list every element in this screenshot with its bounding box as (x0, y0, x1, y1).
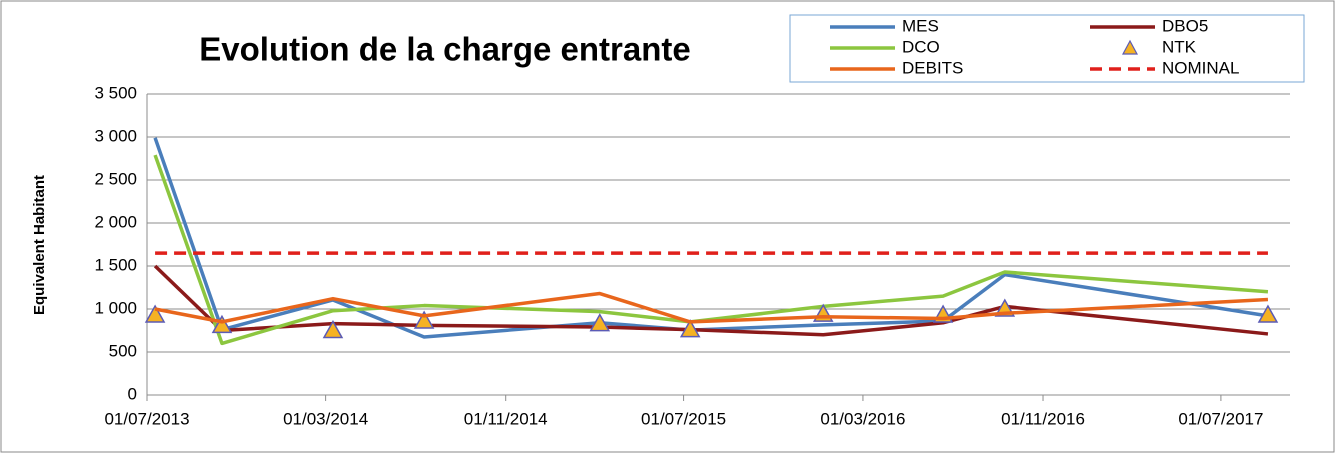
triangle-marker (211, 314, 233, 334)
line-series (153, 154, 1269, 346)
chart-title: Evolution de la charge entrante (199, 31, 690, 68)
legend-label: DCO (902, 37, 940, 56)
x-tick-label: 01/11/2014 (464, 409, 548, 428)
line-series (154, 291, 1269, 324)
legend-label: NOMINAL (1162, 58, 1239, 77)
x-tick-label: 01/03/2014 (283, 409, 368, 428)
triangle-marker (144, 304, 166, 323)
y-axis-label: Equivalent Habitant (31, 175, 48, 315)
legend-label: NTK (1162, 37, 1197, 56)
y-tick-label: 500 (109, 341, 137, 360)
y-tick-label: 2 500 (94, 169, 137, 188)
legend-label: DBO5 (1162, 16, 1208, 35)
y-tick-label: 3 500 (94, 83, 137, 102)
y-tick-label: 1 000 (94, 298, 137, 317)
triangle-marker (413, 310, 435, 329)
x-tick-label: 01/07/2015 (641, 409, 726, 428)
line-series (153, 137, 1269, 339)
y-tick-label: 0 (128, 384, 137, 403)
x-tick-label: 01/11/2016 (1001, 409, 1085, 428)
y-tick-label: 1 500 (94, 255, 137, 274)
triangle-marker (1257, 304, 1279, 323)
legend-marker (1121, 39, 1139, 55)
triangle-marker (679, 319, 701, 338)
y-tick-label: 2 000 (94, 212, 137, 231)
legend-label: DEBITS (902, 58, 963, 77)
x-tick-label: 01/07/2013 (104, 409, 189, 428)
x-tick-label: 01/03/2016 (820, 409, 905, 428)
triangle-marker (322, 319, 344, 339)
y-tick-label: 3 000 (94, 126, 137, 145)
x-tick-label: 01/07/2017 (1178, 409, 1263, 428)
triangle-marker (589, 313, 611, 332)
legend-label: MES (902, 16, 939, 35)
